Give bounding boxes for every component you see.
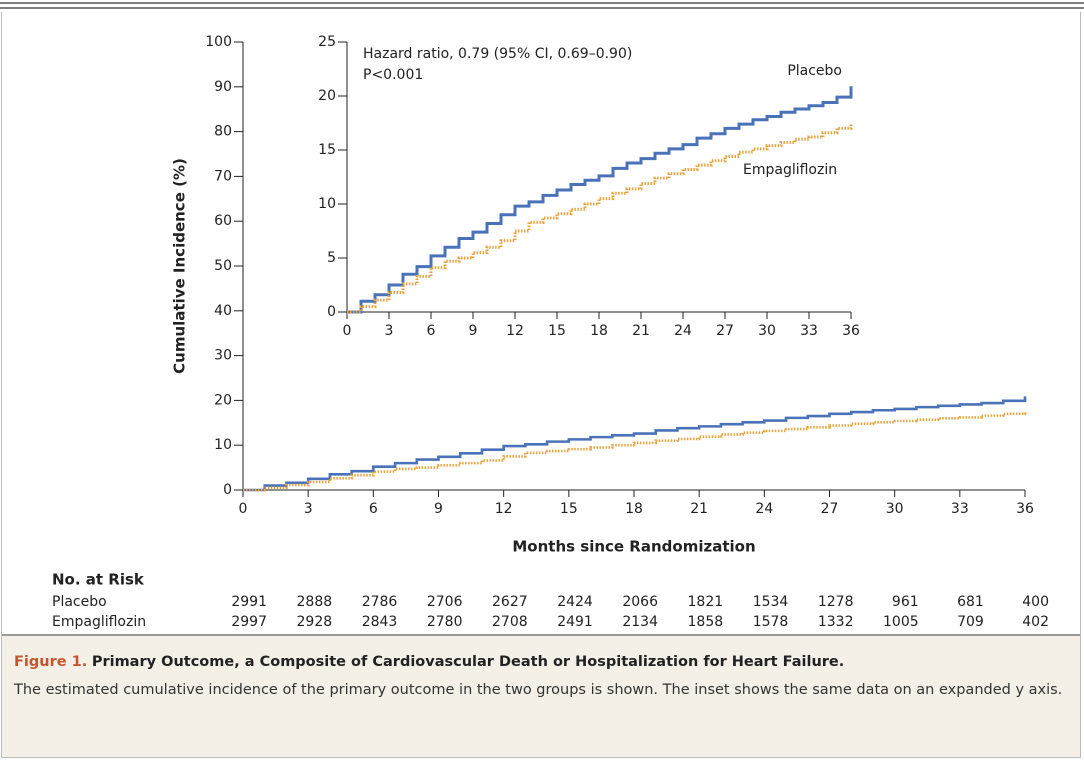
x-tick-label: 24 bbox=[674, 323, 692, 339]
x-tick-label: 3 bbox=[304, 501, 313, 517]
y-tick-label: 25 bbox=[318, 34, 336, 50]
y-tick-label: 30 bbox=[214, 348, 232, 364]
y-tick-label: 5 bbox=[327, 250, 336, 266]
risk-value: 1005 bbox=[883, 614, 919, 630]
x-tick-label: 30 bbox=[886, 501, 904, 517]
risk-value: 1858 bbox=[688, 614, 724, 630]
y-tick-label: 20 bbox=[318, 88, 336, 104]
risk-value: 2780 bbox=[427, 614, 463, 630]
series-line bbox=[347, 124, 853, 314]
annotation: Hazard ratio, 0.79 (95% CI, 0.69–0.90) bbox=[363, 46, 632, 62]
risk-value: 402 bbox=[1022, 614, 1049, 630]
series-label: Empagliflozin bbox=[743, 162, 837, 178]
risk-value: 961 bbox=[892, 594, 919, 610]
x-tick-label: 33 bbox=[800, 323, 818, 339]
x-tick-label: 36 bbox=[842, 323, 860, 339]
x-tick-label: 33 bbox=[951, 501, 969, 517]
caption-label: Figure 1. bbox=[14, 654, 88, 670]
risk-value: 2627 bbox=[492, 594, 528, 610]
y-tick-label: 10 bbox=[214, 437, 232, 453]
y-tick-label: 20 bbox=[214, 392, 232, 408]
risk-value: 2424 bbox=[557, 594, 593, 610]
risk-row-label: Empagliflozin bbox=[52, 614, 146, 630]
y-tick-label: 80 bbox=[214, 124, 232, 140]
x-tick-label: 0 bbox=[343, 323, 352, 339]
y-tick-label: 40 bbox=[214, 303, 232, 319]
x-tick-label: 27 bbox=[716, 323, 734, 339]
x-tick-label: 30 bbox=[758, 323, 776, 339]
risk-value: 681 bbox=[957, 594, 984, 610]
series-label: Placebo bbox=[787, 63, 842, 79]
y-tick-label: 0 bbox=[223, 482, 232, 498]
risk-value: 2991 bbox=[231, 594, 267, 610]
caption: Figure 1. Primary Outcome, a Composite o… bbox=[2, 634, 1080, 757]
x-tick-label: 36 bbox=[1016, 501, 1034, 517]
y-tick-label: 100 bbox=[205, 34, 232, 50]
x-tick-label: 3 bbox=[385, 323, 394, 339]
risk-value: 2708 bbox=[492, 614, 528, 630]
risk-value: 2066 bbox=[622, 594, 658, 610]
chart: Cumulative Incidence (%) Months since Ra… bbox=[0, 2, 1084, 630]
y-tick-label: 50 bbox=[214, 258, 232, 274]
risk-value: 2888 bbox=[297, 594, 333, 610]
risk-value: 2928 bbox=[297, 614, 333, 630]
x-tick-label: 18 bbox=[625, 501, 643, 517]
caption-text: The estimated cumulative incidence of th… bbox=[14, 682, 1063, 698]
risk-value: 2706 bbox=[427, 594, 463, 610]
y-tick-label: 15 bbox=[318, 142, 336, 158]
risk-value: 2997 bbox=[231, 614, 267, 630]
risk-row-label: Placebo bbox=[52, 594, 107, 610]
caption-title: Primary Outcome, a Composite of Cardiova… bbox=[91, 654, 845, 670]
risk-value: 1821 bbox=[688, 594, 724, 610]
risk-value: 1578 bbox=[753, 614, 789, 630]
risk-title: No. at Risk bbox=[52, 571, 145, 589]
annotation: P<0.001 bbox=[363, 67, 423, 83]
series-line bbox=[243, 412, 1027, 492]
x-tick-label: 24 bbox=[755, 501, 773, 517]
risk-value: 400 bbox=[1022, 594, 1049, 610]
x-tick-label: 15 bbox=[548, 323, 566, 339]
risk-value: 709 bbox=[957, 614, 984, 630]
y-tick-label: 70 bbox=[214, 168, 232, 184]
x-tick-label: 12 bbox=[506, 323, 524, 339]
y-tick-label: 60 bbox=[214, 213, 232, 229]
series-line bbox=[243, 396, 1027, 492]
risk-value: 2843 bbox=[362, 614, 398, 630]
risk-value: 1332 bbox=[818, 614, 854, 630]
y-axis-label: Cumulative Incidence (%) bbox=[171, 158, 189, 374]
x-axis-label: Months since Randomization bbox=[512, 538, 755, 556]
x-tick-label: 27 bbox=[821, 501, 839, 517]
risk-value: 2134 bbox=[622, 614, 658, 630]
x-tick-label: 6 bbox=[427, 323, 436, 339]
series-line bbox=[347, 86, 853, 314]
risk-value: 1278 bbox=[818, 594, 854, 610]
y-tick-label: 0 bbox=[327, 304, 336, 320]
y-tick-label: 10 bbox=[318, 196, 336, 212]
y-tick-label: 90 bbox=[214, 79, 232, 95]
x-tick-label: 9 bbox=[469, 323, 478, 339]
risk-value: 1534 bbox=[753, 594, 789, 610]
figure-frame bbox=[1, 12, 1081, 758]
x-tick-label: 9 bbox=[434, 501, 443, 517]
risk-value: 2491 bbox=[557, 614, 593, 630]
x-tick-label: 15 bbox=[560, 501, 578, 517]
risk-value: 2786 bbox=[362, 594, 398, 610]
x-tick-label: 12 bbox=[495, 501, 513, 517]
x-tick-label: 0 bbox=[239, 501, 248, 517]
x-tick-label: 21 bbox=[690, 501, 708, 517]
x-tick-label: 21 bbox=[632, 323, 650, 339]
x-tick-label: 18 bbox=[590, 323, 608, 339]
x-tick-label: 6 bbox=[369, 501, 378, 517]
